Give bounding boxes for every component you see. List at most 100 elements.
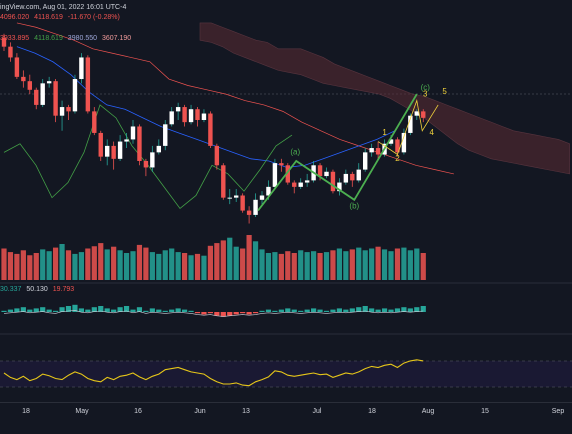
x-tick-label: 18 <box>368 408 376 415</box>
wave-label-b: (b) <box>349 201 359 210</box>
volume-bar <box>330 250 336 280</box>
volume-bar <box>65 250 72 280</box>
volume-bar <box>1 248 7 280</box>
candle-body <box>317 165 323 177</box>
volume-bar <box>46 251 52 280</box>
volume-bar <box>298 250 304 280</box>
volume-bar <box>323 252 330 280</box>
candle-body <box>79 57 84 80</box>
candle-body <box>350 173 355 181</box>
candle-body <box>124 139 129 142</box>
volume-bar <box>291 253 297 280</box>
volume-bar <box>78 252 84 280</box>
osc-bar <box>40 307 46 312</box>
osc-bar <box>381 308 388 312</box>
osc-bar <box>194 312 201 314</box>
osc-bar <box>291 309 297 312</box>
candle-body <box>188 109 194 123</box>
osc-bar <box>401 307 407 312</box>
candle-body <box>304 180 310 183</box>
osc-bar <box>117 307 123 312</box>
candle-body <box>105 145 110 157</box>
elliott-wave-12345 <box>377 99 439 156</box>
osc-bar <box>343 309 349 312</box>
osc-bar <box>362 306 368 312</box>
candle-body <box>246 210 252 215</box>
x-tick-label: 18 <box>22 408 30 415</box>
candle-body <box>40 83 45 105</box>
osc-bar <box>259 310 265 312</box>
osc-bar <box>356 307 362 312</box>
volume-bar <box>20 250 26 280</box>
volume-bar <box>130 251 136 280</box>
osc-bar <box>78 308 84 312</box>
osc-signal-line <box>3 310 424 317</box>
volume-bar <box>104 249 110 280</box>
candle-body <box>130 126 136 140</box>
osc-bar <box>175 308 181 312</box>
volume-bar <box>136 244 143 280</box>
volume-bar <box>201 255 207 280</box>
volume-bar <box>40 249 46 280</box>
osc-v1: 50.130 <box>26 286 48 293</box>
candle-body <box>175 107 181 112</box>
volume-bar <box>233 246 239 280</box>
candle-body <box>298 182 303 187</box>
volume-bar <box>227 237 233 280</box>
x-tick-label: 13 <box>242 408 250 415</box>
wave-label-2: 2 <box>395 154 400 163</box>
elliott-wave-abc <box>257 93 418 212</box>
candle-body <box>272 163 278 187</box>
candle-body <box>137 126 142 161</box>
osc-bar <box>311 308 317 312</box>
volume-bar <box>175 252 181 280</box>
candle-body <box>343 173 349 183</box>
ohlc-change: -11.670 (-0.28%) <box>67 14 120 21</box>
volume-bar <box>143 247 149 280</box>
volume-bar <box>356 247 362 280</box>
volume-bar <box>207 245 213 280</box>
candle-body <box>111 145 116 159</box>
candle-body <box>66 107 71 112</box>
volume-bar <box>156 253 162 280</box>
volume-bar <box>220 240 226 280</box>
candle-body <box>401 132 407 153</box>
osc-readout: 30.337 50.130 19.793 <box>0 285 77 294</box>
osc-bar <box>265 309 272 312</box>
candle-body <box>34 89 39 105</box>
osc-bar <box>394 308 401 312</box>
osc-bar <box>156 309 162 312</box>
candle-body <box>53 81 58 116</box>
candle-body <box>240 195 245 211</box>
volume-bar <box>98 243 104 280</box>
osc-bar <box>72 304 78 312</box>
volume-bar <box>59 244 65 280</box>
candle-body <box>375 148 381 155</box>
candle-body <box>98 132 103 157</box>
osc-bar <box>252 312 259 314</box>
volume-bar <box>317 253 323 280</box>
candle-body <box>421 111 426 118</box>
volume-bar <box>33 253 39 280</box>
x-axis: 18 May 16 Jun 13 Jul 18 Aug 15 Sep <box>0 402 572 434</box>
volume-bar <box>91 246 97 280</box>
volume-bar <box>311 251 317 280</box>
volume-bar <box>14 253 20 280</box>
candle-body <box>285 165 290 183</box>
volume-bar <box>182 253 188 280</box>
candle-body <box>143 160 149 168</box>
osc-bar <box>27 309 33 312</box>
candle-body <box>1 38 7 47</box>
x-tick-label: 16 <box>134 408 142 415</box>
wave-label-5: 5 <box>442 87 447 96</box>
volume-bar <box>188 255 194 280</box>
candle-body <box>201 113 207 120</box>
osc-bar <box>136 307 143 312</box>
candle-body <box>72 79 78 112</box>
osc-bar <box>407 308 413 312</box>
candle-body <box>414 111 419 116</box>
osc-bar <box>33 308 39 312</box>
volume-bar <box>394 248 401 280</box>
volume-bar <box>123 253 130 280</box>
osc-bar <box>20 307 26 312</box>
